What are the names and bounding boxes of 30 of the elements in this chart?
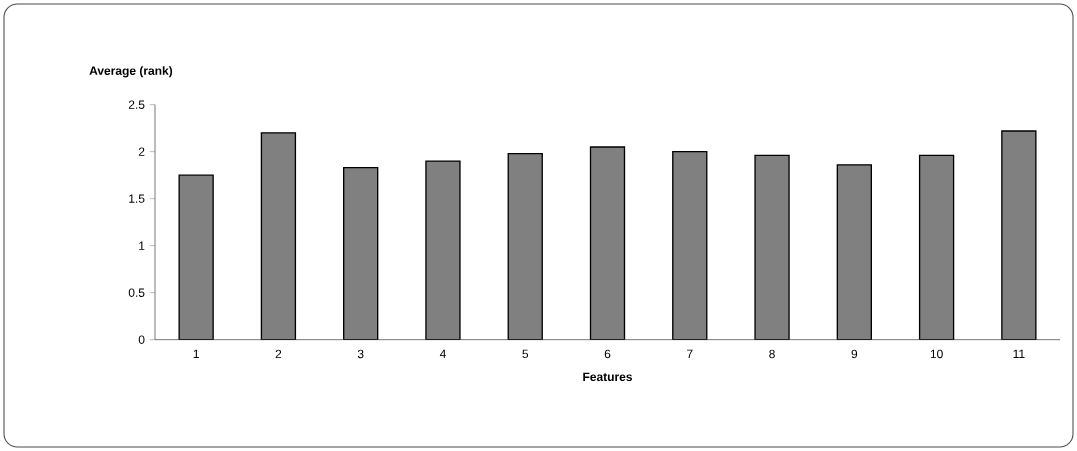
bar xyxy=(178,174,214,340)
x-tick-label: 7 xyxy=(687,349,693,358)
x-tick-label: 6 xyxy=(604,349,611,359)
y-tick-label: 2.5 xyxy=(128,100,145,109)
bar xyxy=(754,154,790,340)
x-tick-label: 10 xyxy=(930,349,943,359)
bar xyxy=(672,151,708,340)
bar xyxy=(507,152,543,340)
bar xyxy=(589,146,626,340)
bar xyxy=(343,166,379,340)
bar xyxy=(836,164,872,340)
bar xyxy=(918,154,955,340)
y-tick-label: 0 xyxy=(138,335,145,344)
bar xyxy=(260,132,297,340)
x-tick-label: 5 xyxy=(522,349,529,359)
x-tick-label: 4 xyxy=(439,349,446,358)
x-tick-label: 9 xyxy=(851,349,858,359)
y-tick-label: 1 xyxy=(139,241,145,250)
x-tick-label: 3 xyxy=(357,349,364,359)
x-axis-title: Features xyxy=(583,372,633,382)
y-axis-title: Average (rank) xyxy=(89,66,173,78)
y-tick-label: 2 xyxy=(138,147,145,156)
x-tick-label: 8 xyxy=(769,349,775,359)
x-tick-label: 11 xyxy=(1013,349,1025,358)
x-tick-label: 1 xyxy=(193,349,199,358)
y-tick-label: 0.5 xyxy=(128,288,145,297)
x-tick-label: 2 xyxy=(275,349,282,359)
y-tick-label: 1.5 xyxy=(129,194,145,203)
bar xyxy=(1001,130,1037,340)
bar xyxy=(425,160,461,340)
